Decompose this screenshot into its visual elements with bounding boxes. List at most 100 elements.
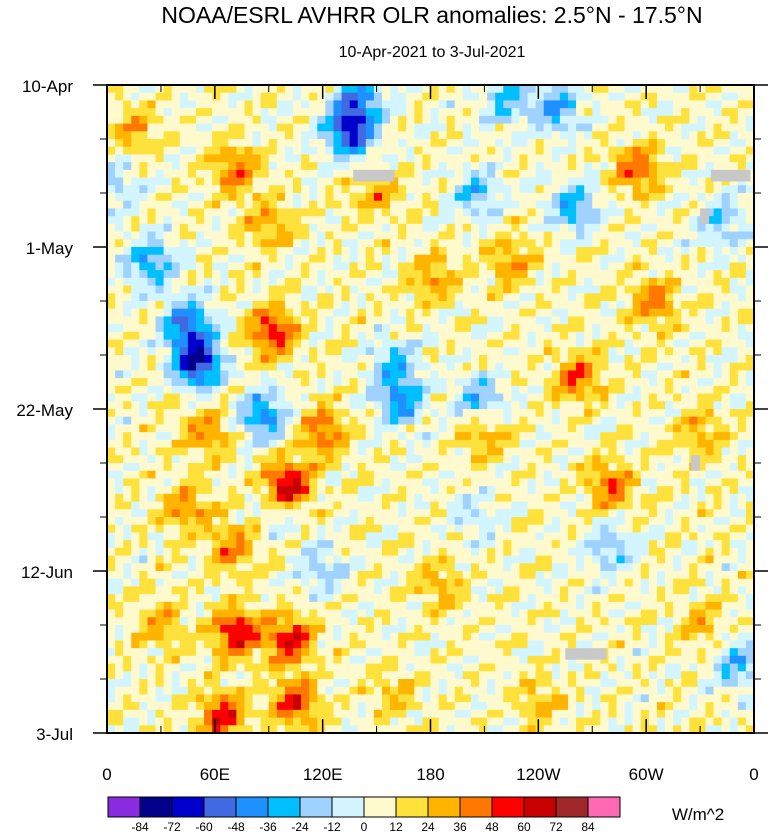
heatmap-cell [648, 447, 658, 456]
heatmap-cell [592, 463, 601, 472]
heatmap-cell [503, 463, 512, 472]
heatmap-cell [640, 347, 650, 356]
heatmap-cell [220, 131, 229, 140]
heatmap-cell [204, 92, 213, 102]
heatmap-cell [495, 455, 504, 464]
heatmap-cell [244, 316, 254, 325]
heatmap-cell [665, 540, 674, 549]
heatmap-cell [293, 169, 302, 179]
heatmap-cell [147, 162, 157, 171]
heatmap-cell [495, 85, 504, 94]
heatmap-cell [567, 493, 577, 503]
heatmap-cell [252, 115, 262, 125]
heatmap-cell [115, 100, 124, 109]
heatmap-cell [357, 432, 367, 441]
heatmap-cell [341, 277, 351, 287]
heatmap-cell [276, 532, 286, 541]
heatmap-cell [608, 146, 618, 156]
heatmap-cell [648, 409, 658, 418]
heatmap-cell [592, 339, 601, 348]
heatmap-cell [479, 308, 488, 318]
heatmap-cell [648, 501, 658, 510]
heatmap-cell [398, 100, 407, 109]
heatmap-cell [357, 524, 367, 534]
heatmap-cell [357, 239, 367, 248]
heatmap-cell [381, 447, 391, 456]
heatmap-cell [470, 486, 480, 495]
heatmap-cell [244, 524, 254, 534]
heatmap-cell [519, 139, 529, 148]
heatmap-cell [284, 509, 294, 518]
heatmap-cell [567, 439, 577, 449]
heatmap-cell [301, 92, 310, 102]
heatmap-cell [721, 223, 731, 233]
heatmap-cell [681, 355, 690, 364]
heatmap-cell [422, 455, 432, 464]
heatmap-cell [155, 455, 165, 464]
heatmap-cell [195, 416, 205, 426]
heatmap-cell [656, 385, 666, 395]
heatmap-cell [163, 455, 173, 464]
heatmap-cell [665, 455, 674, 464]
heatmap-cell [640, 362, 650, 372]
heatmap-cell [195, 470, 205, 480]
heatmap-cell [293, 540, 302, 549]
heatmap-cell [276, 185, 286, 194]
heatmap-cell [592, 131, 601, 140]
heatmap-cell [495, 169, 504, 179]
heatmap-cell [721, 216, 731, 225]
heatmap-cell [527, 239, 537, 248]
heatmap-cell [422, 347, 432, 356]
heatmap-cell [551, 455, 561, 464]
heatmap-cell [519, 108, 529, 117]
heatmap-cell [608, 517, 618, 526]
heatmap-cell [301, 339, 310, 348]
heatmap-cell [147, 301, 157, 310]
heatmap-cell [737, 254, 747, 264]
heatmap-cell [381, 324, 391, 333]
heatmap-cell [293, 308, 302, 318]
heatmap-cell [236, 162, 246, 171]
heatmap-cell [252, 501, 262, 510]
heatmap-cell [390, 486, 399, 495]
heatmap-cell [519, 193, 529, 202]
heatmap-cell [705, 378, 715, 387]
heatmap-cell [470, 409, 480, 418]
heatmap-cell [123, 270, 132, 279]
heatmap-cell [616, 547, 626, 557]
heatmap-cell [737, 262, 747, 271]
heatmap-cell [381, 239, 391, 248]
heatmap-cell [697, 540, 707, 549]
heatmap-cell [697, 517, 707, 526]
heatmap-cell [139, 439, 149, 449]
heatmap-cell [656, 200, 666, 210]
heatmap-cell [519, 293, 529, 302]
heatmap-cell [632, 424, 642, 433]
heatmap-cell [745, 424, 755, 433]
heatmap-cell [737, 115, 747, 125]
heatmap-cell [163, 162, 173, 171]
heatmap-cell [632, 185, 642, 194]
heatmap-cell [276, 331, 286, 341]
heatmap-cell [293, 301, 302, 310]
heatmap-cell [301, 463, 310, 472]
heatmap-cell [220, 463, 229, 472]
heatmap-cell [479, 100, 488, 109]
heatmap-cell [600, 270, 610, 279]
heatmap-cell [600, 185, 610, 194]
heatmap-cell [333, 470, 343, 480]
heatmap-cell [422, 355, 432, 364]
heatmap-cell [317, 185, 326, 194]
heatmap-cell [357, 478, 367, 487]
heatmap-cell [422, 301, 432, 310]
heatmap-cell [268, 139, 278, 148]
heatmap-cell [673, 185, 682, 194]
heatmap-cell [713, 115, 723, 125]
heatmap-cell [576, 347, 585, 356]
heatmap-cell [139, 362, 149, 372]
heatmap-cell [276, 439, 286, 449]
heatmap-cell [333, 362, 343, 372]
heatmap-cell [600, 239, 610, 248]
heatmap-cell [462, 85, 472, 94]
heatmap-cell [454, 262, 464, 271]
